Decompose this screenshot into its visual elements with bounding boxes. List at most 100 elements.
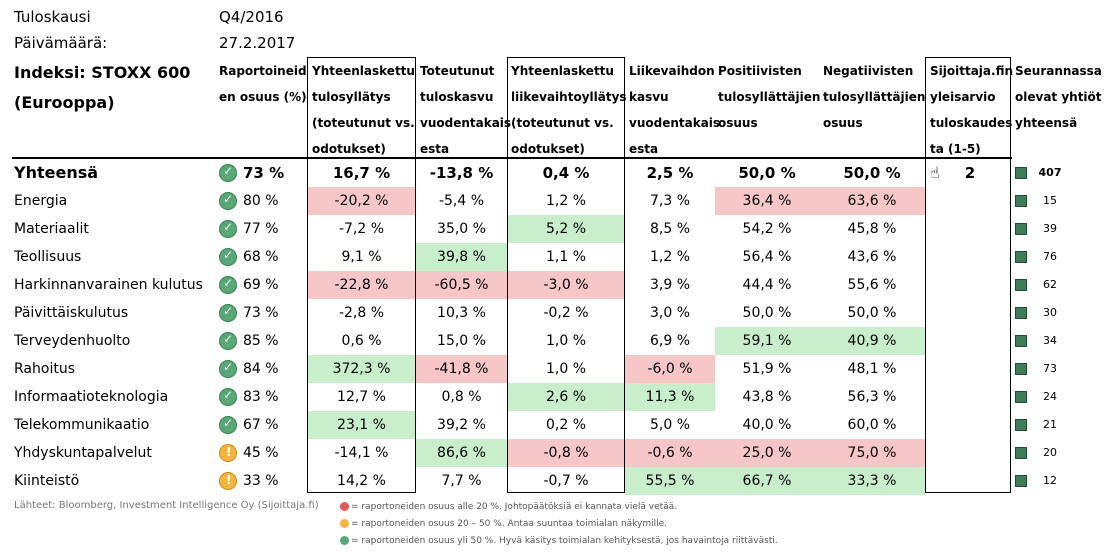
reported-share: 73 % <box>243 305 279 321</box>
header-reported-share: Raportoineid en osuus (%) <box>219 64 307 104</box>
company-count-marker-icon <box>1015 251 1027 263</box>
value-cell-c3: 1,2 % <box>545 193 587 209</box>
date-value: 27.2.2017 <box>219 34 296 52</box>
company-count: 39 <box>1043 222 1057 235</box>
value-cell-c4: 6,9 % <box>649 333 691 349</box>
value-cell-c2: 35,0 % <box>437 221 486 237</box>
table-row: Yhdyskuntapalvelut 45 % -14,1 % 86,6 %-0,8 … <box>0 439 1113 467</box>
period-label: Tuloskausi <box>14 8 91 26</box>
value-cell-c3: 1,0 % <box>545 361 587 377</box>
legend-green-text: = raportoneiden osuus yli 50 %. Hyvä käs… <box>351 536 778 546</box>
company-count-marker-icon <box>1015 195 1027 207</box>
company-count-marker-icon <box>1015 391 1027 403</box>
company-count: 30 <box>1043 306 1057 319</box>
value-cell-c6: 48,1 % <box>847 361 897 377</box>
value-cell-c5: 59,1 % <box>715 327 819 355</box>
table-row: Energia 80 % -20,2 % -5,4 % 1,2 % 7,3 % 36,4 %… <box>0 187 1113 215</box>
value-cell-c1: 9,1 % <box>341 249 382 265</box>
value-cell-c3: 1,0 % <box>545 333 587 349</box>
value-cell-c5: 50,0 % <box>742 305 792 321</box>
check-status-icon <box>219 220 237 238</box>
sector-name: Energia <box>14 193 68 209</box>
value-cell-c2: 39,8 % <box>416 243 507 271</box>
value-cell-c1: -14,1 % <box>334 445 389 461</box>
table-row: Päivittäiskulutus 73 % -2,8 % 10,3 % -0,2 % 3… <box>0 299 1113 327</box>
header-companies-total: Seurannassa olevat yhtiöt yhteensä <box>1015 64 1102 130</box>
reported-share: 77 % <box>243 221 279 237</box>
value-cell-c5: 43,8 % <box>742 389 792 405</box>
value-cell-c4: 3,9 % <box>649 277 691 293</box>
check-status-icon <box>219 416 237 434</box>
table-row: Materiaalit 77 % -7,2 % 35,0 % 5,2 % 8,5 % 54,… <box>0 215 1113 243</box>
legend-red: = raportoneiden osuus alle 20 %. Johtopä… <box>340 502 677 512</box>
value-cell-c2: 39,2 % <box>437 417 486 433</box>
company-count-marker-icon <box>1015 419 1027 431</box>
value-cell-c6: 33,3 % <box>819 467 925 495</box>
value-cell-c6: 40,9 % <box>819 327 925 355</box>
table-row: Terveydenhuolto 85 % 0,6 % 15,0 % 1,0 % 6,9 %… <box>0 327 1113 355</box>
header-revenue-growth: Liikevaihdon kasvu vuodentakais esta <box>629 64 721 156</box>
sector-name: Teollisuus <box>14 249 82 265</box>
value-cell-c1: 12,7 % <box>337 389 386 405</box>
company-count-marker-icon <box>1015 307 1027 319</box>
company-count: 15 <box>1043 194 1057 207</box>
reported-share: 83 % <box>243 389 279 405</box>
company-count: 21 <box>1043 418 1057 431</box>
legend-yellow: = raportoneiden osuus 20 – 50 %. Antaa s… <box>340 519 667 529</box>
check-status-icon <box>219 276 237 294</box>
warning-status-icon <box>219 444 237 462</box>
value-cell-c1: 16,7 % <box>332 164 391 182</box>
value-cell-c3: 5,2 % <box>507 215 625 243</box>
company-count-marker-icon <box>1015 363 1027 375</box>
table-row: Telekommunikaatio 67 % 23,1 % 39,2 % 0,2 % 5,… <box>0 411 1113 439</box>
check-status-icon <box>219 192 237 210</box>
value-cell-c1: -20,2 % <box>307 187 416 215</box>
total-row: Yhteensä 73 % 16,7 % -13,8 % 0,4 % 2,5 % 50,0 … <box>0 159 1113 187</box>
sector-name: Rahoitus <box>14 361 75 377</box>
value-cell-c2: 7,7 % <box>441 473 482 489</box>
company-count: 24 <box>1043 390 1057 403</box>
check-status-icon <box>219 360 237 378</box>
sector-name: Yhdyskuntapalvelut <box>14 445 152 461</box>
value-cell-c2: 0,8 % <box>441 389 482 405</box>
index-label: Indeksi: STOXX 600 (Eurooppa) <box>14 63 191 112</box>
company-count-marker-icon <box>1015 279 1027 291</box>
check-status-icon <box>219 388 237 406</box>
check-status-icon <box>219 248 237 266</box>
table-row: Kiinteistö 33 % 14,2 % 7,7 % -0,7 % 55,5 %66,… <box>0 467 1113 495</box>
company-count-marker-icon <box>1015 447 1027 459</box>
value-cell-c2: -41,8 % <box>416 355 507 383</box>
company-count: 73 <box>1043 362 1057 375</box>
company-count-marker-icon <box>1015 167 1027 179</box>
sector-name: Harkinnanvarainen kulutus <box>14 277 203 293</box>
check-status-icon <box>219 164 237 182</box>
date-label: Päivämäärä: <box>14 34 108 52</box>
warning-status-icon <box>219 472 237 490</box>
legend-green: = raportoneiden osuus yli 50 %. Hyvä käs… <box>340 536 778 546</box>
earnings-surprise-column-box <box>307 57 416 493</box>
value-cell-c5: 56,4 % <box>742 249 792 265</box>
value-cell-c6: 60,0 % <box>847 417 897 433</box>
value-cell-c5: 66,7 % <box>715 467 819 495</box>
header-negative-share: Negatiivisten tulosyllättäjien osuus <box>823 64 926 130</box>
value-cell-c1: 23,1 % <box>307 411 416 439</box>
value-cell-c1: -2,8 % <box>338 305 385 321</box>
value-cell-c1: 14,2 % <box>337 473 386 489</box>
value-cell-c1: -7,2 % <box>338 221 385 237</box>
revenue-surprise-column-box <box>507 57 625 493</box>
value-cell-c4: 11,3 % <box>625 383 715 411</box>
value-cell-c3: -0,2 % <box>543 305 589 321</box>
sector-name: Yhteensä <box>14 163 99 182</box>
value-cell-c3: 0,2 % <box>545 417 587 433</box>
value-cell-c2: 10,3 % <box>437 305 486 321</box>
company-count: 407 <box>1038 166 1062 179</box>
company-count-marker-icon <box>1015 223 1027 235</box>
legend-red-text: = raportoneiden osuus alle 20 %. Johtopä… <box>351 502 678 512</box>
company-count: 20 <box>1043 446 1057 459</box>
value-cell-c4: -0,6 % <box>625 439 715 467</box>
company-count: 76 <box>1043 250 1057 263</box>
value-cell-c5: 54,2 % <box>742 221 792 237</box>
value-cell-c4: 3,0 % <box>649 305 691 321</box>
rating-column-box <box>925 57 1011 493</box>
period-value: Q4/2016 <box>219 8 284 26</box>
